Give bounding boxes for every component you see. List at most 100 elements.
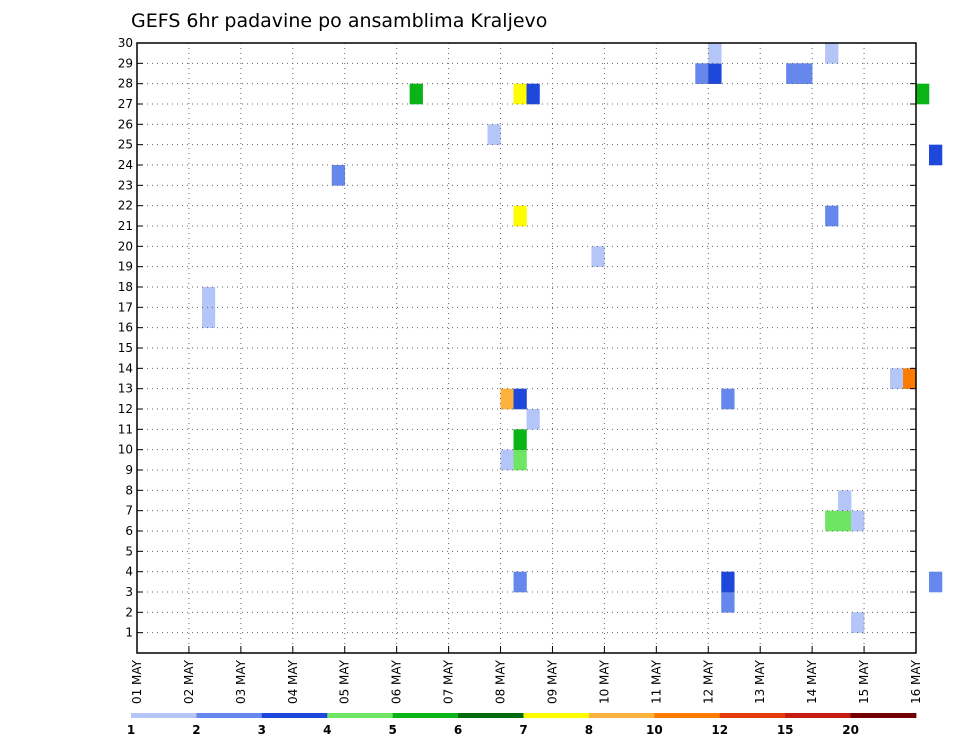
heatmap-cell [513,429,527,450]
heatmap-cell [591,246,605,267]
colorbar-tick-label: 15 [777,723,794,737]
colorbar-tick-label: 8 [585,723,593,737]
y-tick-label: 25 [118,138,133,152]
x-tick-label: 04 MAY [286,659,300,704]
heatmap-cell [526,83,540,105]
y-tick-label: 15 [118,341,133,355]
y-tick-label: 9 [125,463,133,477]
y-tick-label: 8 [125,483,133,497]
heatmap-cell [721,592,735,613]
x-tick-label: 05 MAY [338,659,352,704]
y-tick-label: 21 [118,219,133,233]
y-tick-label: 2 [125,605,133,619]
heatmap-cell [487,124,501,145]
heatmap-cell [903,368,917,389]
y-tick-label: 13 [118,382,133,396]
heatmap-cell [851,612,865,633]
heatmap-cell [201,287,216,308]
y-tick-label: 22 [118,199,133,213]
y-tick-label: 18 [118,280,133,294]
colorbar-tick-label: 2 [192,723,200,737]
colorbar-swatch [785,713,851,718]
colorbar-tick-label: 4 [323,723,331,737]
colorbar-swatch [196,713,263,718]
heatmap-cell [838,510,852,532]
heatmap-cell [890,368,904,389]
y-tick-label: 4 [125,565,133,579]
colorbar-swatch [392,713,459,718]
y-tick-label: 17 [118,300,133,314]
heatmap-cell [526,409,540,430]
heatmap-cell [695,63,709,84]
heatmap-cell [500,449,514,471]
y-tick-label: 10 [118,443,133,457]
heatmap-cell [513,388,527,410]
y-tick-label: 12 [118,402,133,416]
x-tick-label: 06 MAY [390,659,404,704]
colorbar-tick-label: 10 [646,723,663,737]
heatmap-cell [500,388,514,410]
x-tick-label: 03 MAY [234,659,248,704]
y-tick-label: 23 [118,178,133,192]
y-tick-label: 30 [118,36,133,50]
y-tick-label: 11 [118,422,133,436]
chart-title: GEFS 6hr padavine po ansamblima Kraljevo [131,10,547,32]
y-tick-label: 19 [118,260,133,274]
heatmap-cell [513,83,527,105]
y-tick-label: 28 [118,77,133,91]
x-tick-label: 16 MAY [909,659,923,704]
heatmap-cell [928,144,943,166]
heatmap-cell [708,63,722,84]
heatmap-cell [825,43,839,64]
colorbar-swatch [719,713,786,718]
heatmap-cell [916,83,930,105]
heatmap-cell [851,510,865,532]
colorbar-swatch [654,713,721,718]
heatmap-cell [513,205,527,227]
heatmap-cell [513,449,527,471]
heatmap-cell [786,63,800,84]
heatmap-cell [721,571,735,593]
y-tick-label: 16 [118,321,133,335]
heatmap-cell [708,43,722,64]
colorbar-tick-label: 1 [127,723,135,737]
x-tick-label: 11 MAY [649,659,663,704]
x-tick-label: 15 MAY [857,659,871,704]
heatmap-cell [409,83,423,105]
y-tick-label: 24 [118,158,133,172]
colorbar-swatch [327,713,394,718]
colorbar-swatch [458,713,524,718]
colorbar-swatch [523,713,590,718]
heatmap-cell [825,205,839,227]
y-tick-label: 27 [118,97,133,111]
heatmap-cell [201,307,216,328]
x-tick-label: 07 MAY [442,659,456,704]
cells-layer [201,43,943,633]
heatmap-cell [928,571,943,593]
colorbar-swatch [261,713,328,718]
y-tick-label: 26 [118,117,133,131]
colorbar: 1 2 3 4 5 6 7 8 10 12 15 20 [127,713,917,737]
heatmap-cell [799,63,813,84]
heatmap-cell [331,165,346,186]
colorbar-tick-label: 5 [388,723,396,737]
colorbar-swatch [131,713,197,718]
colorbar-swatch [850,713,917,718]
y-tick-label: 3 [125,585,133,599]
y-tick-label: 7 [125,504,133,518]
y-axis: 1234567891011121314151617181920212223242… [118,36,916,640]
colorbar-tick-label: 3 [258,723,266,737]
x-tick-label: 14 MAY [805,659,819,704]
heatmap-cell [838,490,852,511]
colorbar-tick-label: 7 [519,723,527,737]
colorbar-tick-label: 20 [842,723,859,737]
x-tick-label: 09 MAY [545,659,559,704]
y-tick-label: 29 [118,56,133,70]
x-tick-label: 01 MAY [130,659,144,704]
y-tick-label: 1 [125,626,133,640]
colorbar-swatch [588,713,655,718]
heatmap-cell [825,510,839,532]
colorbar-tick-label: 12 [711,723,728,737]
x-tick-label: 10 MAY [597,659,611,704]
